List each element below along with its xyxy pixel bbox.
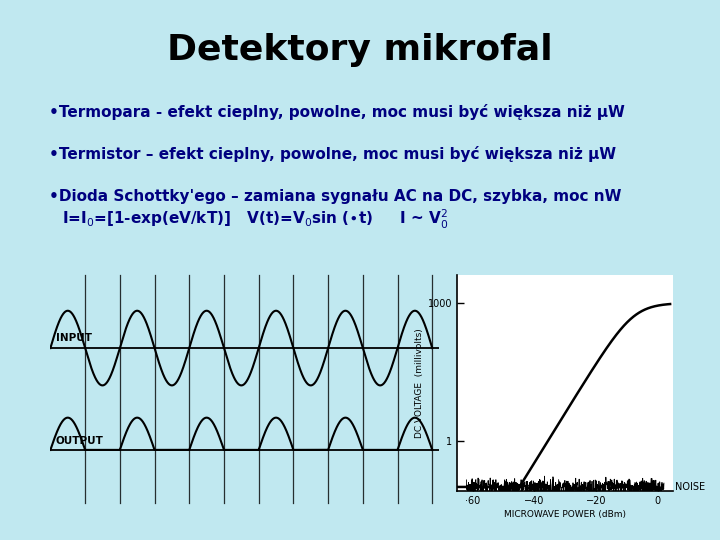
Text: NOISE: NOISE [675, 482, 705, 492]
Text: Detektory mikrofal: Detektory mikrofal [167, 33, 553, 67]
Text: I=I$_0$=[1-exp(eV/kT)]   V(t)=V$_0$sin ($\bullet$t)     I ~ V$_0^2$: I=I$_0$=[1-exp(eV/kT)] V(t)=V$_0$sin ($\… [62, 208, 449, 231]
Text: •Termistor – efekt cieplny, powolne, moc musi być większa niż μW: •Termistor – efekt cieplny, powolne, moc… [49, 146, 616, 162]
Text: INPUT: INPUT [56, 333, 92, 343]
Text: OUTPUT: OUTPUT [56, 436, 104, 446]
Text: •Termopara - efekt cieplny, powolne, moc musi być większa niż μW: •Termopara - efekt cieplny, powolne, moc… [49, 104, 625, 120]
X-axis label: MICROWAVE POWER (dBm): MICROWAVE POWER (dBm) [504, 510, 626, 519]
Y-axis label: DC VOLTAGE  (millivolts): DC VOLTAGE (millivolts) [415, 328, 423, 438]
Text: •Dioda Schottky'ego – zamiana sygnału AC na DC, szybka, moc nW: •Dioda Schottky'ego – zamiana sygnału AC… [49, 188, 621, 204]
